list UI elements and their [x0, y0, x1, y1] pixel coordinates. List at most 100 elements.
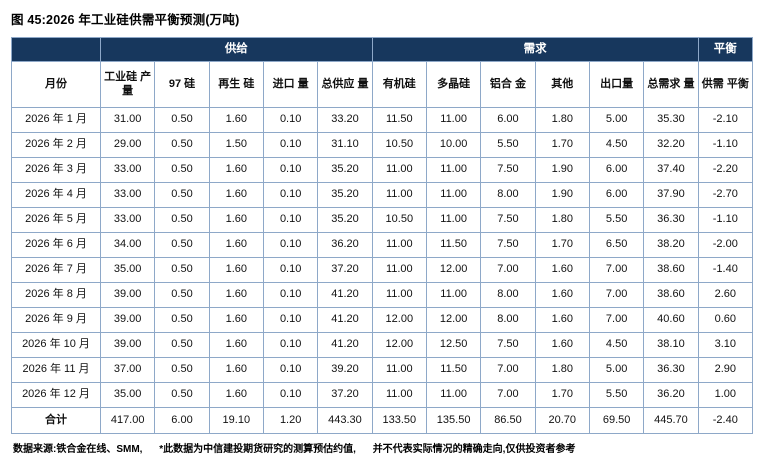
table-cell: 0.50 — [154, 232, 210, 258]
table-cell: 1.70 — [534, 132, 590, 158]
table-cell: 0.10 — [262, 207, 319, 233]
table-cell: 35.00 — [99, 257, 156, 283]
table-cell: 11.00 — [371, 282, 427, 308]
table-cell: 35.20 — [317, 157, 373, 183]
group-header: 供给 — [100, 37, 373, 62]
table-cell: 7.00 — [480, 257, 536, 283]
table-cell: 34.00 — [99, 232, 156, 258]
table-cell: 11.00 — [425, 182, 482, 208]
column-header: 97 硅 — [154, 61, 210, 108]
column-header: 多晶硅 — [425, 61, 482, 108]
table-cell: 0.60 — [697, 307, 754, 333]
supply-demand-table: 供给 需求 平衡 月份 工业硅 产量 97 硅再生 硅进口 量总供应 量有机硅 多晶硅 铝合… — [11, 37, 754, 434]
table-row: 2026 年 4 月 33.00 0.50 1.60 0.10 35.20 11.00 11.… — [11, 182, 754, 208]
table-cell: 4.50 — [588, 132, 645, 158]
table-cell: 37.00 — [99, 357, 156, 383]
table-row: 2026 年 1 月 31.00 0.50 1.60 0.10 33.20 11.50 11.… — [11, 107, 754, 133]
row-label: 2026 年 12 月 — [11, 382, 101, 408]
table-cell: 1.60 — [534, 282, 590, 308]
table-cell: 1.90 — [534, 157, 590, 183]
table-cell: 135.50 — [425, 407, 482, 434]
table-cell: 39.20 — [317, 357, 373, 383]
table-cell: 5.50 — [480, 132, 536, 158]
table-cell: 0.10 — [262, 107, 319, 133]
table-cell: 0.10 — [262, 382, 319, 408]
table-cell: 12.00 — [425, 257, 482, 283]
table-cell: -2.40 — [697, 407, 754, 434]
row-label: 2026 年 11 月 — [11, 357, 101, 383]
table-cell: 1.60 — [208, 357, 264, 383]
table-cell: 11.00 — [371, 157, 427, 183]
table-cell: 32.20 — [643, 132, 699, 158]
row-label: 2026 年 9 月 — [11, 307, 101, 333]
table-cell: 11.00 — [425, 282, 482, 308]
table-cell: 11.00 — [425, 107, 482, 133]
table-cell: 1.60 — [208, 107, 264, 133]
table-cell: 2.90 — [697, 357, 754, 383]
table-cell: 37.90 — [643, 182, 699, 208]
table-cell: -2.20 — [697, 157, 754, 183]
table-cell: 1.60 — [534, 332, 590, 358]
table-body: 2026 年 1 月 31.00 0.50 1.60 0.10 33.20 11.50 11.… — [11, 107, 754, 434]
table-cell: 36.20 — [643, 382, 699, 408]
table-cell: 0.10 — [262, 282, 319, 308]
table-cell: 41.20 — [317, 282, 373, 308]
table-cell: 36.20 — [317, 232, 373, 258]
column-header: 月份 — [11, 61, 101, 108]
column-header: 有机硅 — [371, 61, 427, 108]
table-cell: 0.50 — [154, 382, 210, 408]
column-header: 工业硅 产量 — [99, 61, 156, 108]
table-cell: 0.50 — [154, 307, 210, 333]
table-cell: 33.00 — [99, 157, 156, 183]
table-cell: 11.00 — [425, 382, 482, 408]
table-cell: 8.00 — [480, 182, 536, 208]
table-cell: 0.50 — [154, 132, 210, 158]
table-cell: -1.10 — [697, 207, 754, 233]
row-label: 2026 年 7 月 — [11, 257, 101, 283]
table-cell: 86.50 — [480, 407, 536, 434]
row-label: 2026 年 1 月 — [11, 107, 101, 133]
row-label: 2026 年 6 月 — [11, 232, 101, 258]
table-cell: 1.80 — [534, 357, 590, 383]
table-cell: 10.50 — [371, 132, 427, 158]
table-cell: 8.00 — [480, 307, 536, 333]
table-cell: 1.60 — [208, 307, 264, 333]
table-cell: -2.00 — [697, 232, 754, 258]
table-cell: 0.10 — [262, 257, 319, 283]
column-header: 再生 硅 — [208, 61, 264, 108]
table-cell: 11.00 — [425, 207, 482, 233]
group-header: 平衡 — [697, 37, 754, 62]
table-cell: 39.00 — [99, 307, 156, 333]
table-cell: 1.60 — [534, 257, 590, 283]
table-cell: -1.10 — [697, 132, 754, 158]
table-cell: 38.60 — [643, 282, 699, 308]
table-cell: 0.10 — [262, 357, 319, 383]
table-cell: 7.50 — [480, 207, 536, 233]
table-cell: 5.50 — [588, 382, 645, 408]
table-cell: 11.00 — [371, 257, 427, 283]
table-cell: 35.30 — [643, 107, 699, 133]
table-cell: 1.20 — [262, 407, 319, 434]
table-cell: 6.00 — [480, 107, 536, 133]
table-cell: 1.70 — [534, 232, 590, 258]
table-cell: 1.70 — [534, 382, 590, 408]
group-header-spacer — [11, 37, 101, 62]
table-cell: 0.50 — [154, 282, 210, 308]
table-cell: 1.00 — [697, 382, 754, 408]
table-cell: 39.00 — [99, 332, 156, 358]
table-cell: 7.00 — [588, 257, 645, 283]
table-cell: 41.20 — [317, 332, 373, 358]
table-cell: 7.50 — [480, 332, 536, 358]
table-cell: 1.50 — [208, 132, 264, 158]
table-cell: 1.80 — [534, 107, 590, 133]
table-cell: 1.60 — [208, 332, 264, 358]
table-cell: 0.50 — [154, 357, 210, 383]
table-cell: 11.00 — [371, 182, 427, 208]
table-cell: 1.80 — [534, 207, 590, 233]
table-cell: 10.00 — [425, 132, 482, 158]
disclaimer-note-1: *此数据为中信建投期货研究的测算预估约值, — [159, 444, 356, 455]
table-cell: 11.00 — [371, 382, 427, 408]
row-label: 2026 年 8 月 — [11, 282, 101, 308]
table-cell: 11.50 — [425, 232, 482, 258]
table-cell: 0.50 — [154, 332, 210, 358]
